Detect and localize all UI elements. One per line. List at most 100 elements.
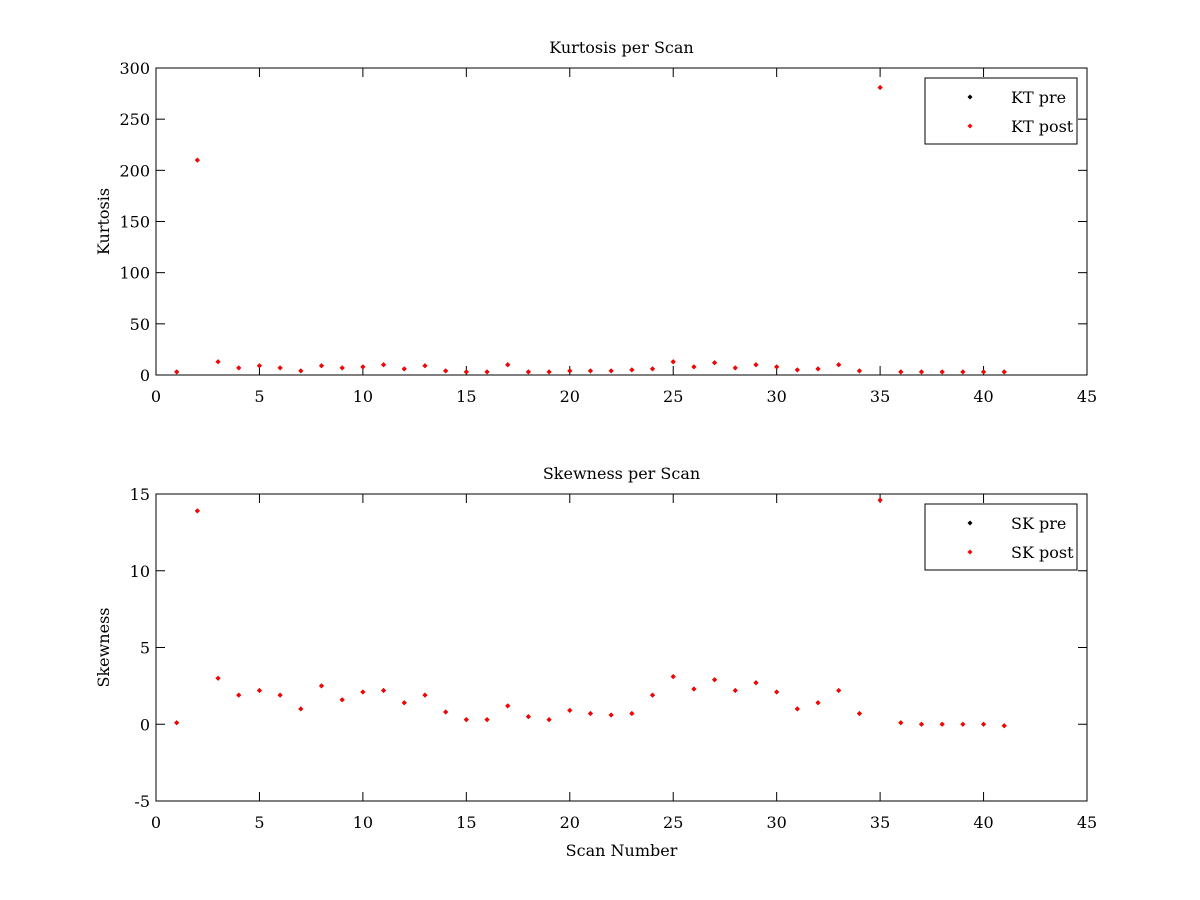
data-point-post <box>877 497 883 503</box>
y-tick-label: 200 <box>119 161 150 180</box>
data-point-post <box>587 368 593 374</box>
x-tick-label: 35 <box>870 387 890 406</box>
data-point-post <box>856 368 862 374</box>
data-point-post <box>360 689 366 695</box>
x-tick-label: 45 <box>1077 813 1097 832</box>
data-point-post <box>505 703 511 709</box>
data-point-post <box>753 680 759 686</box>
y-tick-label: 0 <box>140 715 150 734</box>
legend-marker <box>967 123 973 129</box>
data-point-post <box>608 368 614 374</box>
data-point-post <box>981 721 987 727</box>
data-point-post <box>815 700 821 706</box>
chart-title: Kurtosis per Scan <box>549 38 693 57</box>
data-point-post <box>215 359 221 365</box>
legend: SK pre SK post <box>924 503 1078 571</box>
data-point-post <box>298 706 304 712</box>
x-tick-label: 25 <box>663 387 683 406</box>
data-point-post <box>712 677 718 683</box>
legend-marker <box>967 520 973 526</box>
data-point-post <box>732 365 738 371</box>
y-tick-label: 100 <box>119 264 150 283</box>
y-tick-label: 50 <box>130 315 150 334</box>
data-point-post <box>836 362 842 368</box>
data-point-post <box>629 711 635 717</box>
legend-label: KT pre <box>1011 88 1066 107</box>
data-point-post <box>629 367 635 373</box>
data-point-post <box>939 369 945 375</box>
data-point-post <box>298 368 304 374</box>
data-point-post <box>794 367 800 373</box>
data-point-post <box>256 363 262 369</box>
data-point-post <box>670 359 676 365</box>
data-point-post <box>339 697 345 703</box>
data-point-post <box>650 692 656 698</box>
data-point-post <box>650 366 656 372</box>
x-tick-label: 5 <box>254 813 264 832</box>
x-tick-label: 20 <box>560 813 580 832</box>
data-point-post <box>401 366 407 372</box>
data-point-post <box>898 720 904 726</box>
data-point-post <box>194 157 200 163</box>
data-point-post <box>319 683 325 689</box>
data-point-post <box>691 364 697 370</box>
x-tick-label: 15 <box>456 813 476 832</box>
legend-box <box>924 77 1078 145</box>
y-tick-label: 250 <box>119 110 150 129</box>
x-tick-label: 40 <box>973 387 993 406</box>
legend-box <box>924 503 1078 571</box>
data-point-post <box>422 692 428 698</box>
data-point-post <box>215 675 221 681</box>
data-point-post <box>443 368 449 374</box>
data-point-post <box>918 721 924 727</box>
data-point-post <box>981 369 987 375</box>
data-point-post <box>339 365 345 371</box>
x-tick-label: 30 <box>766 813 786 832</box>
data-point-post <box>691 686 697 692</box>
x-tick-label: 30 <box>766 387 786 406</box>
data-point-post <box>918 369 924 375</box>
data-point-post <box>174 369 180 375</box>
data-point-post <box>815 366 821 372</box>
data-point-post <box>1001 723 1007 729</box>
y-axis-label: Kurtosis <box>94 188 113 255</box>
legend-label: SK pre <box>1011 514 1066 533</box>
data-point-post <box>753 362 759 368</box>
y-tick-label: -5 <box>134 792 150 811</box>
x-axis-label: Scan Number <box>566 841 678 860</box>
data-point-post <box>236 365 242 371</box>
y-tick-label: 15 <box>130 485 150 504</box>
data-point-post <box>463 369 469 375</box>
data-point-post <box>401 700 407 706</box>
data-point-post <box>567 368 573 374</box>
x-tick-label: 25 <box>663 813 683 832</box>
data-point-post <box>960 721 966 727</box>
y-tick-label: 5 <box>140 639 150 658</box>
data-point-post <box>732 687 738 693</box>
kurtosis-plot: 0 5 10 15 20 25 30 35 40 45 0 50 100 150 200 250 300 Kurt… <box>94 38 1097 406</box>
data-point-post <box>712 360 718 366</box>
data-point-post <box>898 369 904 375</box>
data-point-post <box>381 362 387 368</box>
data-point-post <box>525 369 531 375</box>
data-point-post <box>484 369 490 375</box>
legend-marker <box>967 94 973 100</box>
chart-title: Skewness per Scan <box>543 464 700 483</box>
data-point-post <box>960 369 966 375</box>
data-point-post <box>546 369 552 375</box>
data-point-post <box>256 687 262 693</box>
data-point-post <box>319 363 325 369</box>
y-tick-label: 150 <box>119 213 150 232</box>
data-point-post <box>360 364 366 370</box>
x-tick-label: 0 <box>151 813 161 832</box>
data-point-post <box>794 706 800 712</box>
x-tick-label: 10 <box>353 813 373 832</box>
x-tick-label: 0 <box>151 387 161 406</box>
legend: KT pre KT post <box>924 77 1078 145</box>
data-point-post <box>525 714 531 720</box>
legend-label: KT post <box>1011 117 1074 136</box>
data-point-post <box>877 84 883 90</box>
x-tick-label: 20 <box>560 387 580 406</box>
